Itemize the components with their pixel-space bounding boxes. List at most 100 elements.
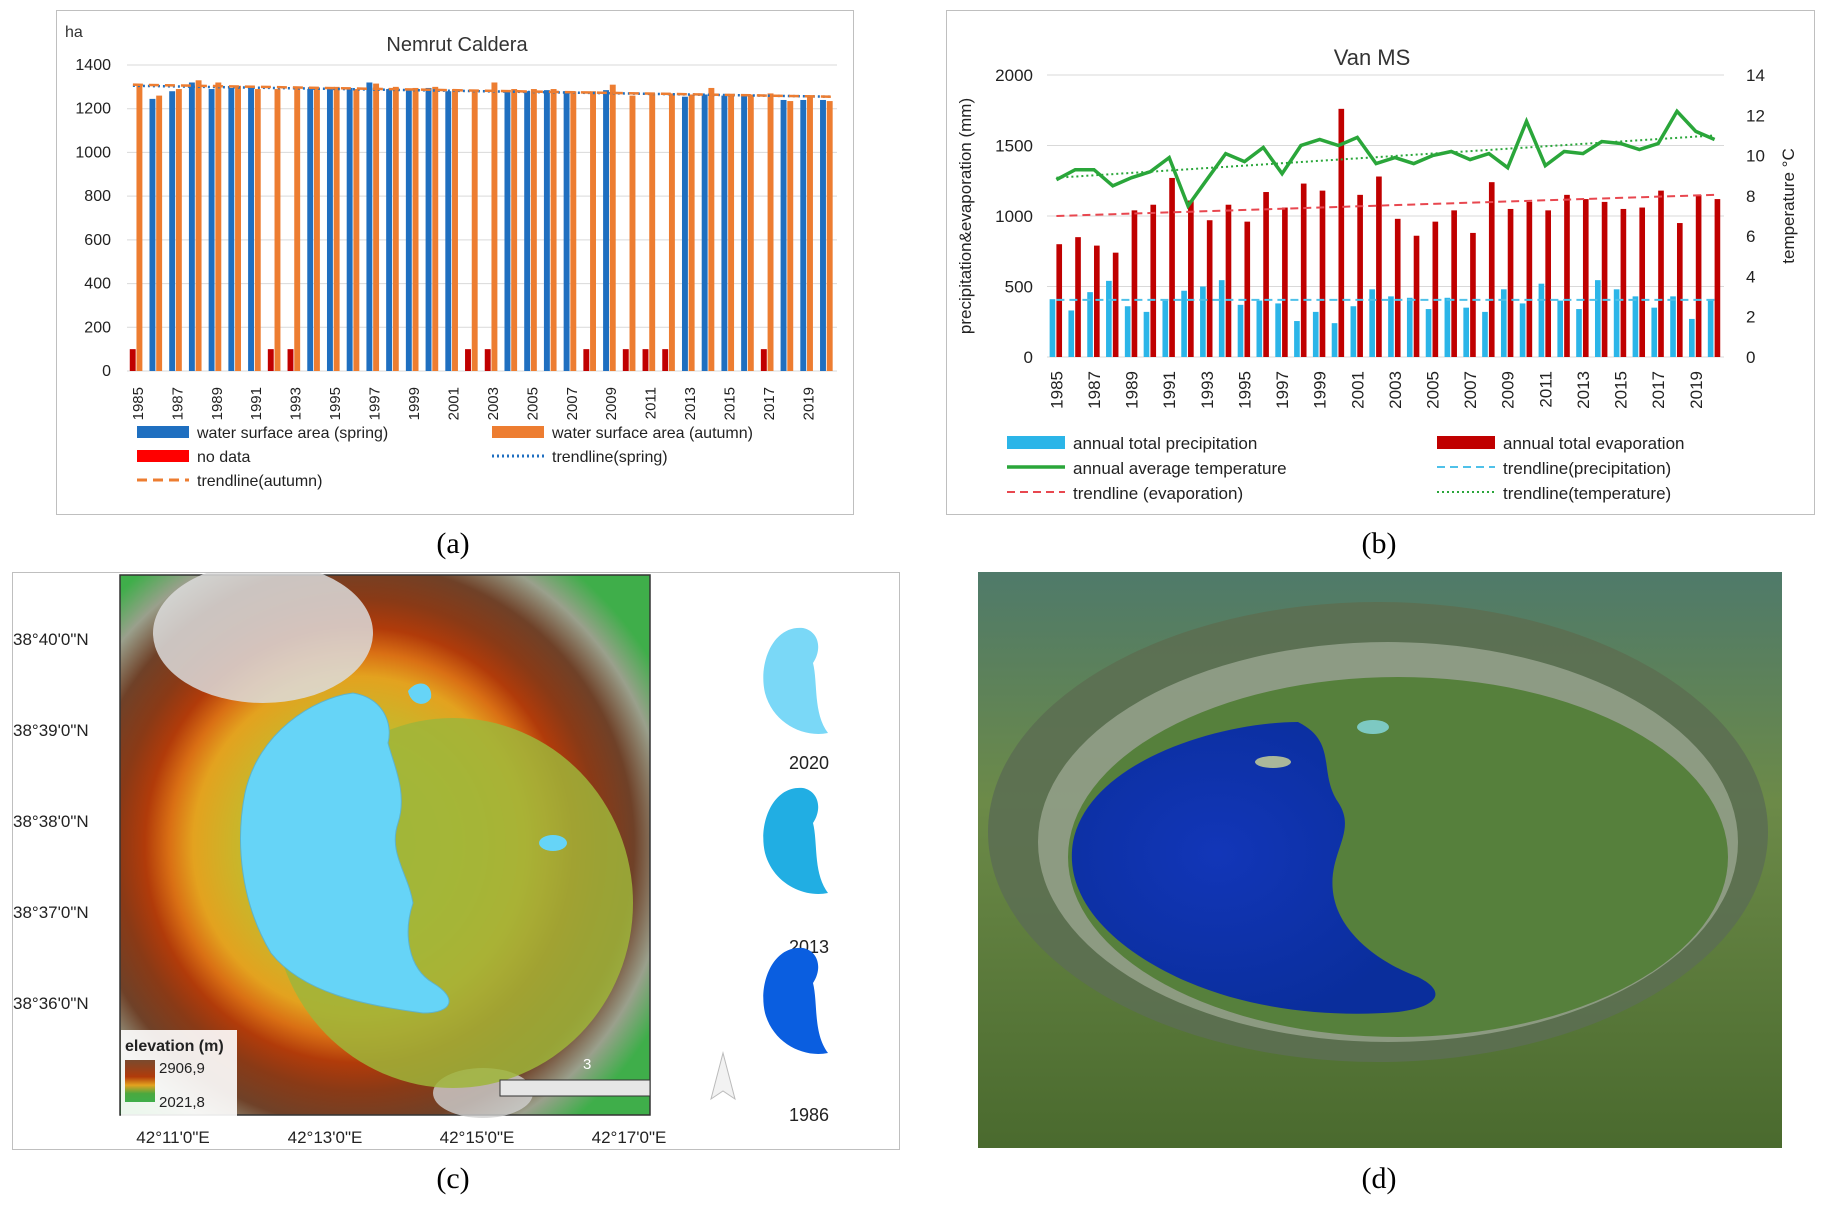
bar <box>1263 192 1269 357</box>
bar <box>1576 309 1582 357</box>
bar <box>668 93 675 372</box>
bar <box>149 98 156 371</box>
legend-swatch <box>1007 436 1065 449</box>
scale-value: 3 <box>583 1056 591 1073</box>
bar <box>1369 289 1375 357</box>
bar <box>452 89 458 372</box>
chart-b-panel: Van MS precipitation&evaporation (mm) temp… <box>946 10 1815 515</box>
lake-extent-inset <box>763 627 828 734</box>
north-arrow-icon <box>710 1051 736 1101</box>
bar <box>136 84 143 372</box>
bar <box>353 89 360 372</box>
bar <box>609 84 616 372</box>
bar <box>1526 201 1533 357</box>
bar <box>642 349 649 371</box>
bar <box>235 85 241 371</box>
y-tick-label: 0 <box>102 363 111 380</box>
x-tick-label: 1995 <box>1235 371 1254 409</box>
bar <box>570 91 577 371</box>
y-tick-label: 0 <box>1024 348 1033 367</box>
bar <box>1350 306 1357 357</box>
y2-tick-label: 14 <box>1746 66 1765 85</box>
legend-swatch <box>137 426 189 438</box>
x-tick-label: 1991 <box>248 387 265 420</box>
bar <box>800 99 807 371</box>
bar <box>1651 307 1658 357</box>
bar <box>1463 307 1469 357</box>
legend-label: water surface area (autumn) <box>551 425 753 442</box>
legend-min: 2021,8 <box>159 1094 205 1111</box>
x-tick-label: 2001 <box>1348 371 1367 409</box>
bar <box>1714 199 1721 357</box>
bar <box>254 89 261 372</box>
bar <box>649 93 656 372</box>
bar <box>1557 300 1564 357</box>
bar <box>590 91 596 371</box>
bar <box>1256 300 1263 357</box>
y-axis-label: precipitation&evaporation (mm) <box>956 98 975 334</box>
x-tick-label: 2011 <box>1536 371 1555 408</box>
bar <box>524 91 531 371</box>
legend-max: 2906,9 <box>159 1060 205 1077</box>
bar <box>1319 190 1326 357</box>
bar <box>445 91 452 371</box>
bar <box>1169 177 1175 357</box>
bar <box>1087 292 1093 357</box>
bar <box>1594 280 1601 357</box>
y-tick-label: 1000 <box>995 207 1033 226</box>
bar <box>1470 232 1476 357</box>
x-tick-label: 2007 <box>564 387 581 420</box>
y-tick-label: 1000 <box>75 144 111 161</box>
bar <box>208 89 215 372</box>
y-tick-label: 800 <box>84 188 111 205</box>
bar <box>1106 280 1112 357</box>
x-tick-label: 2019 <box>800 387 817 420</box>
bar <box>1312 311 1319 357</box>
x-tick-label: 2013 <box>1574 371 1593 409</box>
x-tick-label: 1987 <box>1085 371 1104 409</box>
bar <box>1282 207 1288 357</box>
caption-a: (a) <box>436 527 470 560</box>
elevation-map-svg: 38°40'0"N 38°39'0"N 38°38'0"N 38°37'0"N 38°3… <box>13 573 829 1147</box>
x-tick-label: 2003 <box>1386 371 1405 409</box>
chart-b-svg: Van MS precipitation&evaporation (mm) temp… <box>956 45 1798 503</box>
aerial-photo-panel <box>978 572 1782 1148</box>
x-tick-label: 2005 <box>1424 371 1443 409</box>
longitude-label: 42°11'0"E <box>136 1128 209 1147</box>
bar <box>820 99 826 371</box>
x-tick-label: 2001 <box>445 387 462 420</box>
bar <box>1432 221 1439 357</box>
bar <box>248 86 255 371</box>
x-tick-label: 2005 <box>524 387 541 420</box>
bar <box>307 89 314 372</box>
bar <box>787 101 794 372</box>
small-lake <box>408 683 432 704</box>
bar <box>175 89 182 372</box>
bar <box>1181 290 1187 357</box>
legend-label: annual average temperature <box>1073 459 1287 478</box>
bar <box>405 89 412 372</box>
latitude-label: 38°39'0"N <box>13 721 89 740</box>
bar <box>1338 108 1345 357</box>
bar <box>629 95 636 371</box>
bar <box>1218 280 1225 357</box>
bar <box>1564 194 1570 357</box>
bar <box>1632 296 1639 357</box>
bar <box>392 86 399 371</box>
lake-island <box>1255 756 1291 768</box>
y-tick-label: 200 <box>84 319 111 336</box>
legend-label: annual total evaporation <box>1503 434 1684 453</box>
y2-tick-label: 2 <box>1746 308 1755 327</box>
legend-label: annual total precipitation <box>1073 434 1257 453</box>
bar <box>412 87 419 371</box>
x-tick-label: 2009 <box>603 387 620 420</box>
legend-label: trendline(temperature) <box>1503 484 1671 503</box>
north-label: N <box>716 1037 725 1052</box>
bar <box>760 349 767 371</box>
bar <box>1500 289 1507 357</box>
bar <box>1049 299 1056 357</box>
bar <box>1331 323 1338 357</box>
x-tick-label: 2019 <box>1687 371 1706 409</box>
bar <box>1162 300 1169 357</box>
x-tick-label: 1985 <box>130 387 147 420</box>
